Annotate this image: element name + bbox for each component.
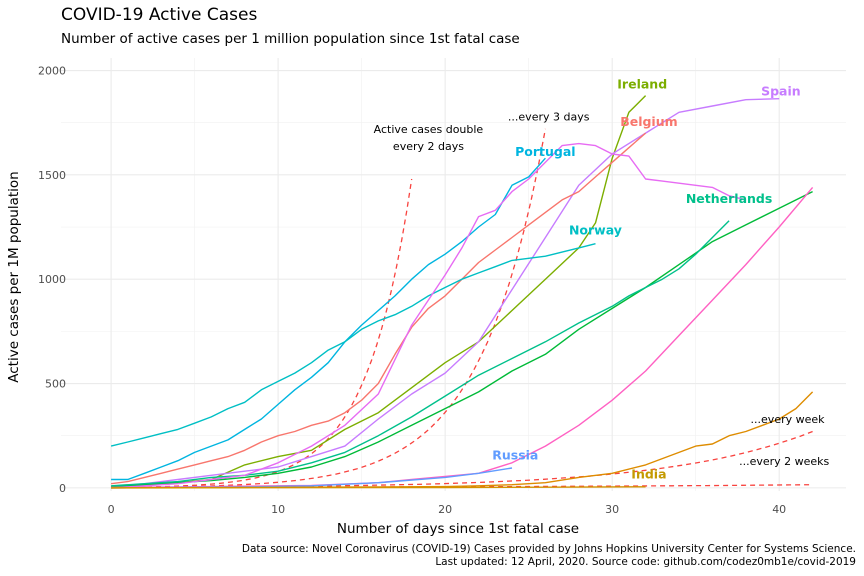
series-line	[111, 157, 546, 481]
chart-annotation: ...every 2 weeks	[739, 455, 829, 468]
y-tick-label: 1000	[38, 273, 66, 286]
series-line	[111, 190, 813, 488]
x-tick-label: 10	[271, 503, 285, 516]
doubling-reference-line	[111, 430, 813, 489]
series-line	[111, 98, 780, 488]
chart-subtitle: Number of active cases per 1 million pop…	[61, 31, 520, 47]
series-lines	[110, 95, 814, 489]
chart-annotation: Netherlands	[686, 191, 772, 206]
chart-annotation: Norway	[569, 222, 622, 237]
series-line	[111, 186, 814, 489]
y-tick-label: 500	[45, 378, 66, 391]
chart-annotation: India	[631, 466, 666, 481]
series-line	[111, 142, 746, 489]
series-line	[111, 220, 730, 487]
chart-title: COVID-19 Active Cases	[61, 5, 258, 25]
doubling-reference-line	[111, 178, 413, 489]
chart-annotation: ...every week	[751, 413, 826, 426]
x-tick-label: 0	[108, 503, 115, 516]
x-tick-label: 40	[772, 503, 786, 516]
series-line	[110, 243, 596, 447]
chart-annotation: Spain	[761, 84, 801, 99]
axis-ticks: 0 10 20 30 40 0 500 1000 1500 2000	[38, 65, 786, 516]
chart-annotation: ...every 3 days	[508, 111, 590, 124]
x-tick-label: 30	[605, 503, 619, 516]
y-tick-label: 0	[59, 482, 66, 495]
series-line	[111, 486, 646, 489]
y-axis-label: Active cases per 1M population	[6, 171, 22, 383]
annotations: Active cases double every 2 days ...every …	[374, 76, 830, 481]
updated-caption: Last updated: 12 April, 2020. Source cod…	[435, 556, 856, 568]
doubling-reference-line	[111, 128, 547, 489]
chart-annotation: Russia	[492, 448, 538, 463]
chart-annotation: Portugal	[515, 144, 575, 159]
x-axis-label: Number of days since 1st fatal case	[337, 521, 579, 537]
doubling-reference-lines	[111, 128, 813, 489]
y-tick-label: 1500	[38, 169, 66, 182]
y-tick-label: 2000	[38, 65, 66, 78]
series-line	[111, 132, 647, 485]
chart-annotation: Ireland	[617, 76, 667, 91]
series-line	[111, 391, 814, 489]
chart-annotation: every 2 days	[393, 140, 464, 153]
chart-annotation: Belgium	[620, 114, 677, 129]
data-source-caption: Data source: Novel Coronavirus (COVID-19…	[241, 543, 856, 555]
x-tick-label: 20	[438, 503, 452, 516]
chart-annotation: Active cases double	[374, 123, 484, 136]
